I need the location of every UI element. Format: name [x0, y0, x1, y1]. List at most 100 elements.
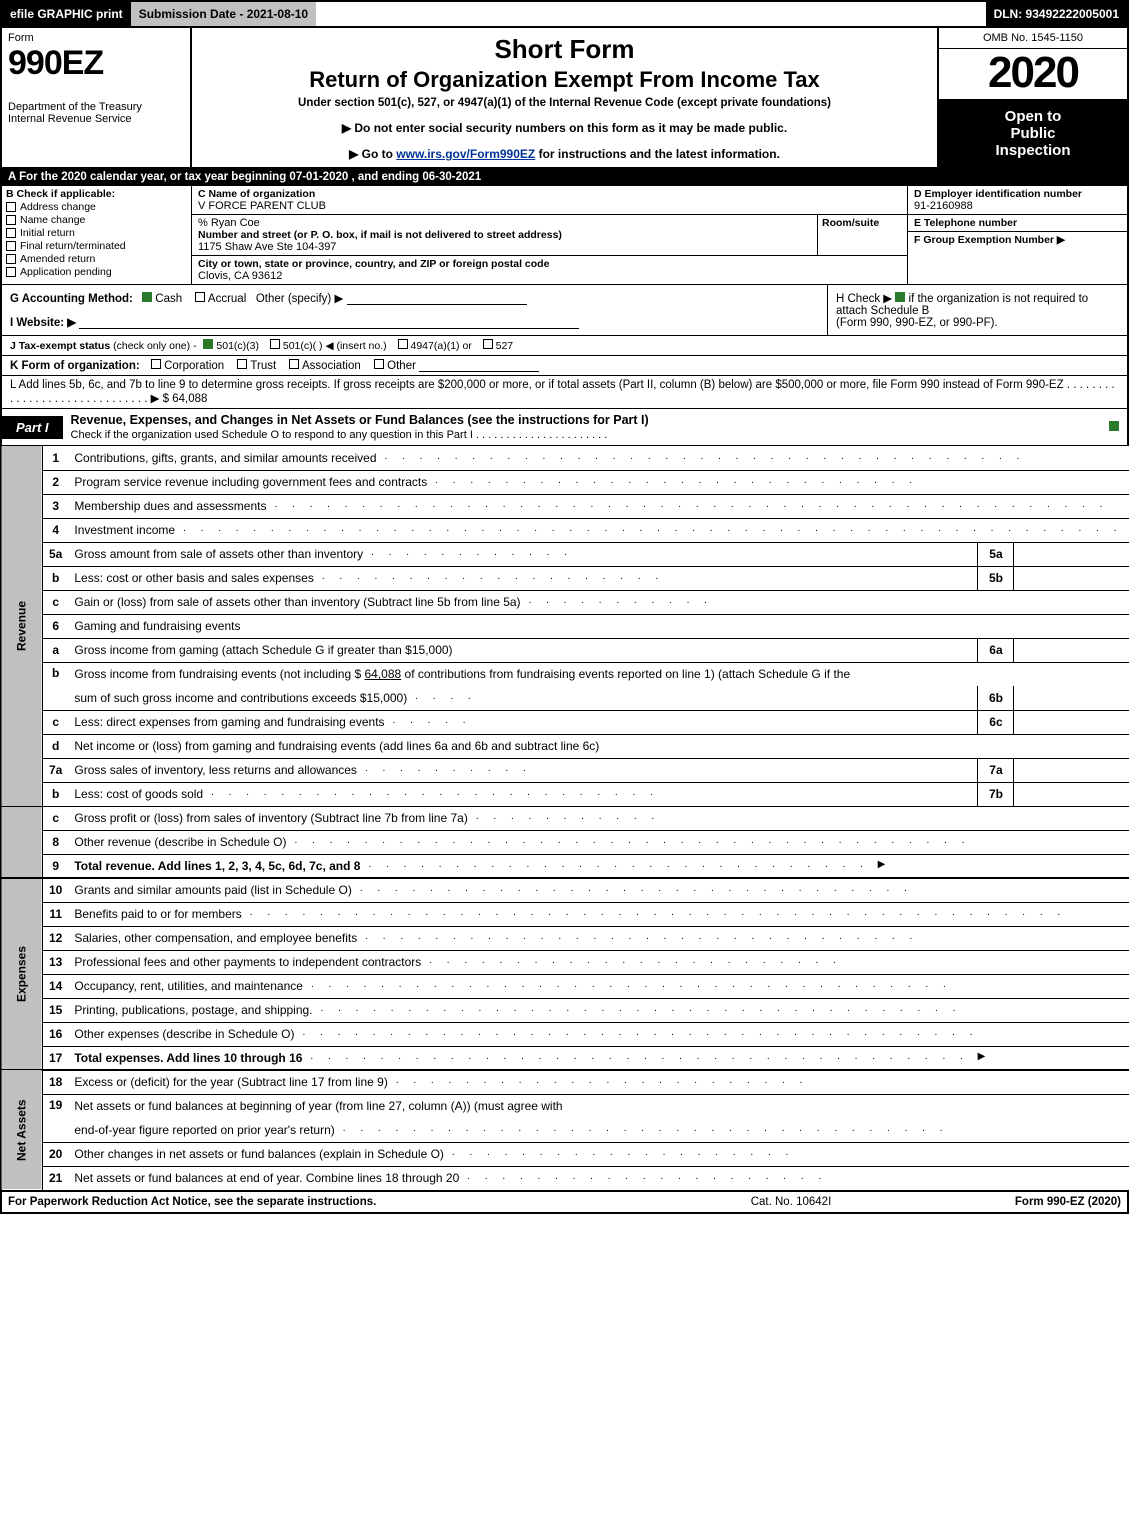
city-label: City or town, state or province, country…	[198, 258, 901, 270]
checkbox-icon	[6, 241, 16, 251]
page-footer: For Paperwork Reduction Act Notice, see …	[0, 1191, 1129, 1214]
checkbox-icon	[6, 267, 16, 277]
line-desc: Less: cost of goods sold	[74, 787, 203, 801]
top-bar: efile GRAPHIC print Submission Date - 20…	[0, 0, 1129, 28]
section-b-header: B Check if applicable:	[6, 188, 187, 200]
check-name-change[interactable]: Name change	[6, 214, 187, 226]
table-row: 19 Net assets or fund balances at beginn…	[1, 1094, 1129, 1118]
subtitle: Under section 501(c), 527, or 4947(a)(1)…	[202, 97, 927, 109]
lines-table: Revenue 1 Contributions, gifts, grants, …	[0, 446, 1129, 1191]
line-num: 6	[43, 614, 69, 638]
sub-num: 5b	[978, 566, 1014, 590]
check-application-pending[interactable]: Application pending	[6, 266, 187, 278]
table-row: 21 Net assets or fund balances at end of…	[1, 1166, 1129, 1190]
checkbox-assoc-icon[interactable]	[289, 359, 299, 369]
line-desc: Grants and similar amounts paid (list in…	[74, 883, 351, 897]
line-desc: Program service revenue including govern…	[74, 475, 427, 489]
table-row: 4 Investment income. . . . . . . . . . .…	[1, 518, 1129, 542]
sub-num: 7a	[978, 758, 1014, 782]
part1-check-line: Check if the organization used Schedule …	[71, 429, 608, 441]
check-address-change[interactable]: Address change	[6, 201, 187, 213]
group-exemption-label: F Group Exemption Number ▶	[914, 234, 1121, 246]
line-num: b	[43, 782, 69, 806]
table-row: 11 Benefits paid to or for members. . . …	[1, 902, 1129, 926]
irs-link[interactable]: www.irs.gov/Form990EZ	[396, 147, 535, 161]
notice-link-row: ▶ Go to www.irs.gov/Form990EZ for instru…	[202, 147, 927, 161]
line-desc: Professional fees and other payments to …	[74, 955, 421, 969]
checkbox-h-icon[interactable]	[895, 292, 905, 302]
table-row: c Gain or (loss) from sale of assets oth…	[1, 590, 1129, 614]
line-desc: Gaming and fundraising events	[68, 614, 1129, 638]
notice-ssn: ▶ Do not enter social security numbers o…	[202, 121, 927, 135]
l-text: L Add lines 5b, 6c, and 7b to line 9 to …	[2, 376, 1127, 408]
checkbox-527-icon[interactable]	[483, 339, 493, 349]
checkbox-accrual-icon[interactable]	[195, 292, 205, 302]
checkbox-part1-icon[interactable]	[1109, 421, 1119, 431]
check-amended-return[interactable]: Amended return	[6, 253, 187, 265]
sub-num: 7b	[978, 782, 1014, 806]
part1-title: Revenue, Expenses, and Changes in Net As…	[63, 409, 1101, 445]
sub-val	[1014, 638, 1129, 662]
checkbox-4947-icon[interactable]	[398, 339, 408, 349]
footer-pre: Form	[1015, 1196, 1047, 1208]
part1-header: Part I Revenue, Expenses, and Changes in…	[0, 409, 1129, 446]
line-num: 12	[43, 926, 69, 950]
g-other-input[interactable]	[347, 293, 527, 305]
line-desc: Gross profit or (loss) from sales of inv…	[74, 811, 467, 825]
line-num: 10	[43, 878, 69, 902]
table-row: sum of such gross income and contributio…	[1, 686, 1129, 710]
checkbox-corp-icon[interactable]	[151, 359, 161, 369]
line-desc: Less: cost or other basis and sales expe…	[74, 571, 313, 585]
line-desc2: sum of such gross income and contributio…	[74, 691, 407, 705]
g-other: Other (specify) ▶	[256, 293, 343, 305]
j-opt3: 4947(a)(1) or	[411, 340, 472, 352]
row-g-h: G Accounting Method: Cash Accrual Other …	[2, 285, 1127, 336]
line-num: 8	[43, 830, 69, 854]
table-row: Expenses 10 Grants and similar amounts p…	[1, 878, 1129, 902]
sub-val	[1014, 566, 1129, 590]
submission-date-label: Submission Date - 2021-08-10	[131, 2, 316, 26]
street-value: 1175 Shaw Ave Ste 104-397	[198, 241, 811, 253]
header-center: Short Form Return of Organization Exempt…	[192, 28, 937, 167]
line-desc: Total expenses. Add lines 10 through 16	[74, 1051, 302, 1065]
j-opt2b: ◀ (insert no.)	[325, 340, 386, 352]
sub-val	[1014, 542, 1129, 566]
table-row: 3 Membership dues and assessments. . . .…	[1, 494, 1129, 518]
line-num: 2	[43, 470, 69, 494]
dln-label: DLN: 93492222005001	[986, 2, 1127, 26]
j-opt1: 501(c)(3)	[216, 340, 259, 352]
table-row: 13 Professional fees and other payments …	[1, 950, 1129, 974]
checkbox-cash-icon[interactable]	[142, 292, 152, 302]
sidelabel-expenses: Expenses	[1, 878, 43, 1070]
sub-val: 0	[1014, 758, 1129, 782]
section-d: D Employer identification number 91-2160…	[908, 186, 1127, 215]
table-row: c Less: direct expenses from gaming and …	[1, 710, 1129, 734]
table-row: 7a Gross sales of inventory, less return…	[1, 758, 1129, 782]
table-row: 8 Other revenue (describe in Schedule O)…	[1, 830, 1129, 854]
checkbox-other-icon[interactable]	[374, 359, 384, 369]
check-initial-return[interactable]: Initial return	[6, 227, 187, 239]
table-row: 17 Total expenses. Add lines 10 through …	[1, 1046, 1129, 1070]
line-desc: Printing, publications, postage, and shi…	[74, 1003, 312, 1017]
checkbox-icon	[6, 215, 16, 225]
efile-print-button[interactable]: efile GRAPHIC print	[2, 2, 131, 26]
checkbox-501c3-icon[interactable]	[203, 339, 213, 349]
street-row: % Ryan Coe Number and street (or P. O. b…	[192, 215, 907, 256]
checkbox-trust-icon[interactable]	[237, 359, 247, 369]
table-row: b Less: cost or other basis and sales ex…	[1, 566, 1129, 590]
checkbox-501c-icon[interactable]	[270, 339, 280, 349]
table-row: 14 Occupancy, rent, utilities, and maint…	[1, 974, 1129, 998]
section-a-tax-year: A For the 2020 calendar year, or tax yea…	[0, 169, 1129, 186]
line-num: 21	[43, 1166, 69, 1190]
form-header: Form 990EZ Department of the Treasury In…	[0, 28, 1129, 169]
line-num: d	[43, 734, 69, 758]
line-desc: Net assets or fund balances at beginning…	[68, 1094, 1129, 1118]
website-input[interactable]	[79, 317, 579, 329]
sub-val: 0	[1014, 782, 1129, 806]
i-label: I Website: ▶	[10, 317, 76, 329]
row-l: L Add lines 5b, 6c, and 7b to line 9 to …	[2, 376, 1127, 409]
line-num: 1	[43, 446, 69, 470]
check-label: Initial return	[20, 227, 75, 239]
check-final-return[interactable]: Final return/terminated	[6, 240, 187, 252]
k-other-input[interactable]	[419, 360, 539, 372]
